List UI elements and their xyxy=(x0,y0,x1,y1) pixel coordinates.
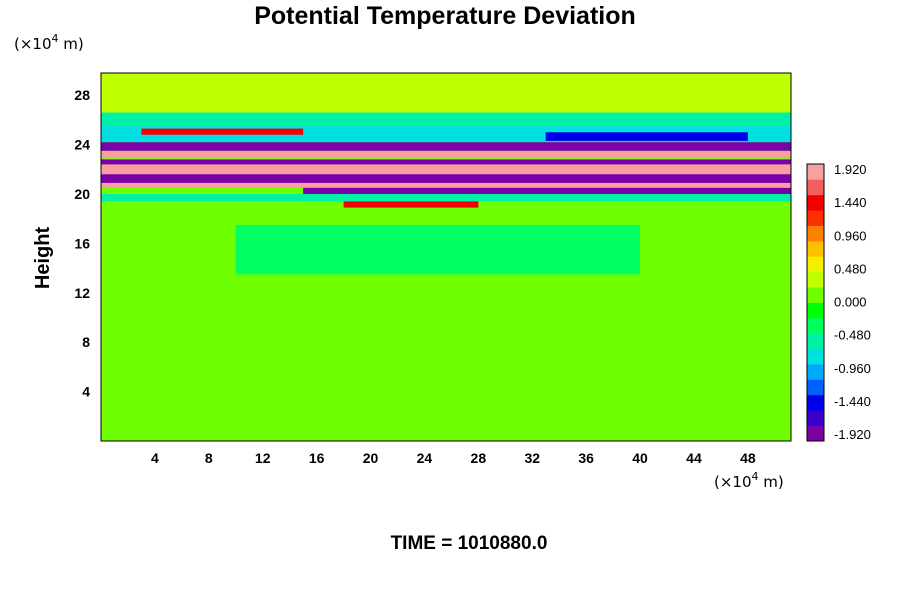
colorbar-label: 1.920 xyxy=(834,162,867,177)
colorbar-segment xyxy=(807,364,824,380)
colorbar-segment xyxy=(807,394,824,411)
y-tick-label: 4 xyxy=(82,384,90,400)
x-tick-label: 20 xyxy=(363,450,379,466)
x-tick-label: 4 xyxy=(151,450,159,466)
x-tick-label: 12 xyxy=(255,450,271,466)
x-axis-ticks: 4 8 12 16 20 24 28 32 36 40 44 48 xyxy=(151,450,756,466)
field-band-13 xyxy=(101,311,791,441)
y-axis-unit: (×104 m) xyxy=(14,32,84,53)
colorbar-segment xyxy=(807,379,824,396)
field-band-1 xyxy=(101,164,791,175)
x-tick-label: 24 xyxy=(417,450,433,466)
x-tick-label: 48 xyxy=(740,450,756,466)
x-tick-label: 44 xyxy=(686,450,702,466)
y-axis-label: Height xyxy=(32,227,54,290)
y-tick-label: 8 xyxy=(82,334,90,350)
colorbar-label: -1.920 xyxy=(834,427,871,442)
y-tick-label: 16 xyxy=(74,235,90,251)
colorbar-label: 0.480 xyxy=(834,261,867,276)
colorbar-segment xyxy=(807,194,824,211)
x-tick-label: 8 xyxy=(205,450,213,466)
colorbar xyxy=(806,163,825,442)
y-tick-label: 24 xyxy=(74,137,90,153)
field-band-11 xyxy=(101,112,791,127)
x-tick-label: 36 xyxy=(578,450,594,466)
colorbar-label: -0.480 xyxy=(834,328,871,343)
y-axis-ticks: 4 8 12 16 20 24 28 xyxy=(74,87,90,399)
colorbar-segment xyxy=(807,256,824,273)
colorbar-label: -0.960 xyxy=(834,361,871,376)
chart-title: Potential Temperature Deviation xyxy=(254,2,636,30)
heatmap-field xyxy=(101,73,791,441)
x-tick-label: 32 xyxy=(524,450,540,466)
colorbar-frame xyxy=(806,163,825,442)
colorbar-segment xyxy=(807,240,824,257)
colorbar-segment xyxy=(807,164,824,180)
x-axis-unit: (×104 m) xyxy=(714,470,784,491)
colorbar-segment xyxy=(807,225,824,242)
field-band-3 xyxy=(101,142,791,151)
field-band-4 xyxy=(303,186,791,195)
colorbar-labels: 1.920 1.440 0.960 0.480 0.000 -0.480 -0.960 -1.… xyxy=(834,162,871,442)
field-band-14 xyxy=(101,297,791,312)
field-band-2 xyxy=(101,150,791,159)
x-tick-label: 40 xyxy=(632,450,648,466)
colorbar-segment xyxy=(807,287,824,303)
colorbar-segment xyxy=(807,348,824,365)
y-tick-label: 20 xyxy=(74,186,90,202)
colorbar-segment xyxy=(807,317,824,334)
field-band-7 xyxy=(101,194,791,202)
colorbar-segment xyxy=(807,425,824,442)
x-tick-label: 16 xyxy=(309,450,325,466)
field-band-15 xyxy=(235,224,641,275)
colorbar-label: 0.000 xyxy=(834,295,867,310)
field-band-9 xyxy=(141,128,304,135)
plot-area xyxy=(100,72,792,442)
field-band-10 xyxy=(545,132,748,141)
y-tick-label: 12 xyxy=(74,285,90,301)
plot-frame xyxy=(100,72,792,442)
colorbar-segment xyxy=(807,410,824,427)
y-tick-label: 28 xyxy=(74,87,90,103)
colorbar-segment xyxy=(807,179,824,196)
colorbar-segment xyxy=(807,210,824,226)
colorbar-segment xyxy=(807,302,824,319)
colorbar-segment xyxy=(807,271,824,288)
x-tick-label: 28 xyxy=(471,450,487,466)
time-label: TIME = 1010880.0 xyxy=(391,533,548,554)
field-band-6 xyxy=(343,198,479,208)
colorbar-label: 0.960 xyxy=(834,228,867,243)
colorbar-label: 1.440 xyxy=(834,195,867,210)
field-band-5 xyxy=(101,182,791,188)
colorbar-segment xyxy=(807,333,824,350)
field-band-12 xyxy=(101,73,791,113)
colorbar-label: -1.440 xyxy=(834,394,871,409)
